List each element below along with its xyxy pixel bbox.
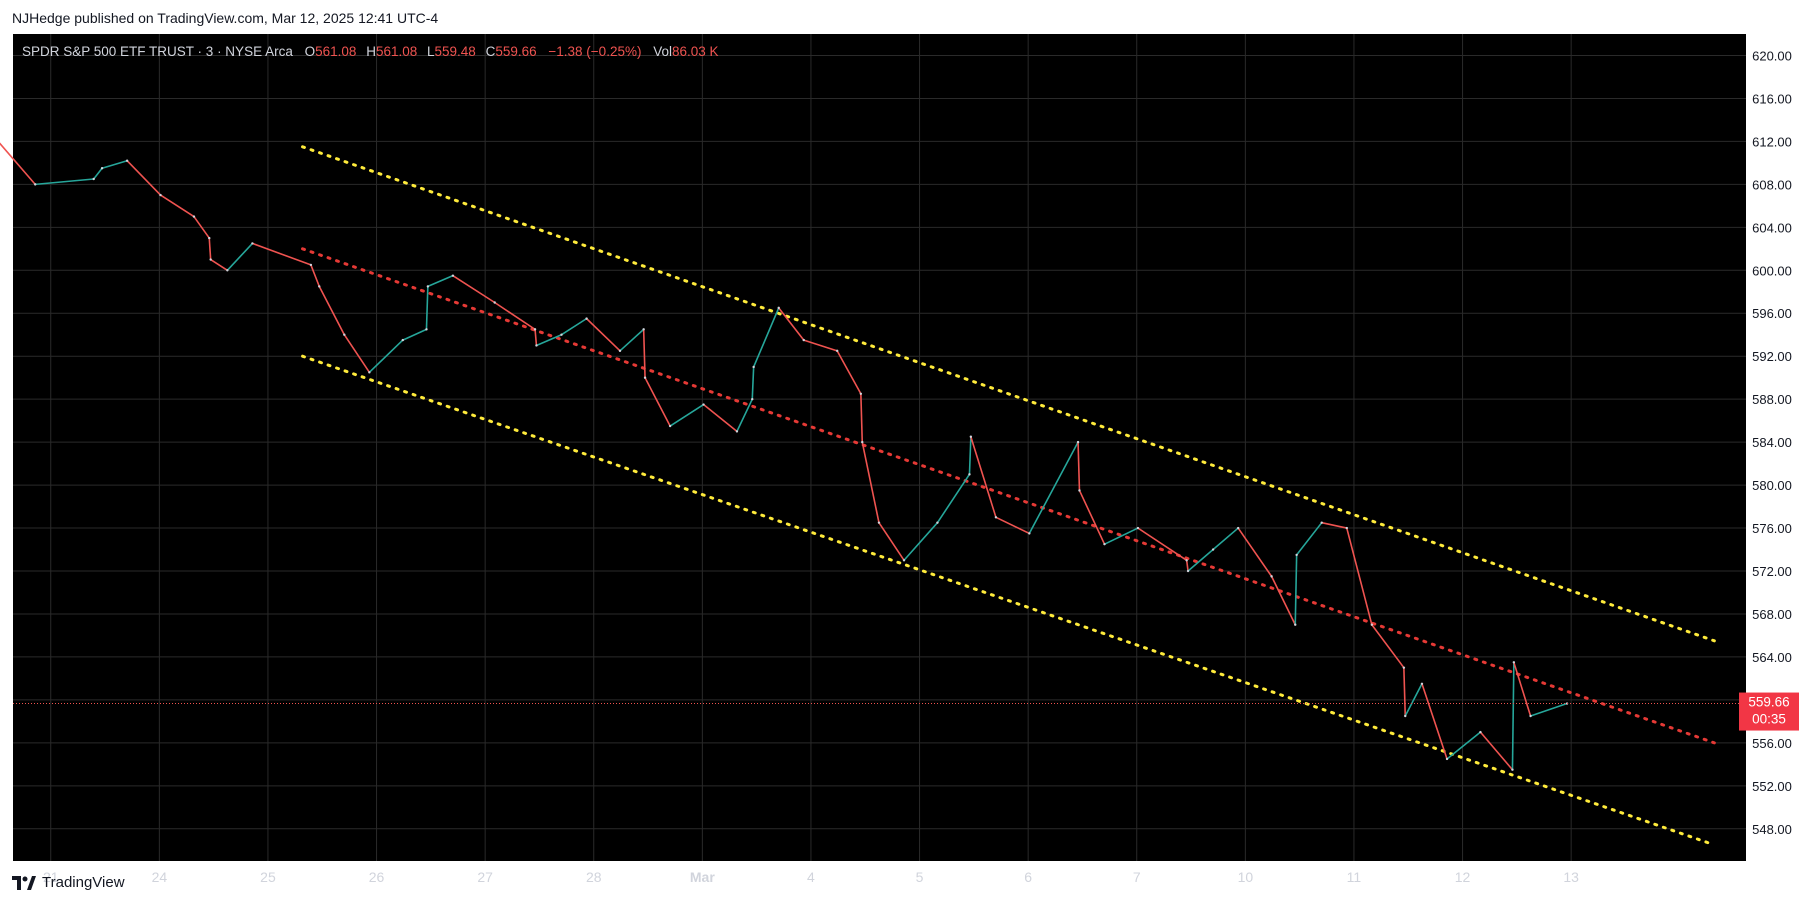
y-tick-label: 560.00 bbox=[1752, 693, 1792, 708]
y-tick-label: 548.00 bbox=[1752, 822, 1792, 837]
y-tick-label: 556.00 bbox=[1752, 736, 1792, 751]
y-tick-label: 572.00 bbox=[1752, 564, 1792, 579]
tradingview-logo-icon bbox=[12, 875, 36, 890]
tradingview-footer: TradingView bbox=[12, 874, 125, 891]
last-price-tag: 559.66 00:35 bbox=[1739, 692, 1799, 731]
tradingview-brand: TradingView bbox=[42, 874, 125, 891]
y-tick-label: 580.00 bbox=[1752, 478, 1792, 493]
x-tick-label: Mar bbox=[690, 869, 715, 885]
y-tick-label: 608.00 bbox=[1752, 177, 1792, 192]
y-tick-label: 588.00 bbox=[1752, 392, 1792, 407]
x-tick-label: 5 bbox=[916, 869, 924, 885]
x-tick-label: 10 bbox=[1238, 869, 1254, 885]
x-tick-label: 26 bbox=[369, 869, 385, 885]
y-tick-label: 564.00 bbox=[1752, 650, 1792, 665]
y-tick-label: 616.00 bbox=[1752, 91, 1792, 106]
x-tick-label: 28 bbox=[586, 869, 602, 885]
x-tick-label: 12 bbox=[1455, 869, 1471, 885]
x-tick-label: 4 bbox=[807, 869, 815, 885]
y-tick-label: 592.00 bbox=[1752, 349, 1792, 364]
price-axis: 620.00 616.00 612.00 608.00 604.00 600.00 596.… bbox=[1752, 48, 1792, 836]
x-tick-label: 6 bbox=[1024, 869, 1032, 885]
x-tick-label: 13 bbox=[1563, 869, 1579, 885]
y-tick-label: 584.00 bbox=[1752, 435, 1792, 450]
y-tick-label: 600.00 bbox=[1752, 263, 1792, 278]
x-tick-label: 25 bbox=[260, 869, 276, 885]
y-tick-label: 568.00 bbox=[1752, 607, 1792, 622]
x-tick-label: 7 bbox=[1133, 869, 1141, 885]
time-axis: 20212425262728Mar456710111213 bbox=[43, 869, 1579, 885]
last-price-label: 559.66 bbox=[1748, 695, 1789, 710]
y-tick-label: 552.00 bbox=[1752, 779, 1792, 794]
y-tick-label: 596.00 bbox=[1752, 306, 1792, 321]
x-tick-label: 27 bbox=[477, 869, 493, 885]
y-tick-label: 620.00 bbox=[1752, 48, 1792, 63]
y-tick-label: 604.00 bbox=[1752, 220, 1792, 235]
y-tick-label: 576.00 bbox=[1752, 521, 1792, 536]
x-tick-label: 24 bbox=[152, 869, 168, 885]
published-by-line: NJHedge published on TradingView.com, Ma… bbox=[12, 10, 439, 26]
chart-frame[interactable] bbox=[13, 34, 1746, 861]
y-tick-label: 612.00 bbox=[1752, 134, 1792, 149]
countdown-label: 00:35 bbox=[1752, 712, 1786, 727]
x-tick-label: 11 bbox=[1347, 869, 1362, 885]
